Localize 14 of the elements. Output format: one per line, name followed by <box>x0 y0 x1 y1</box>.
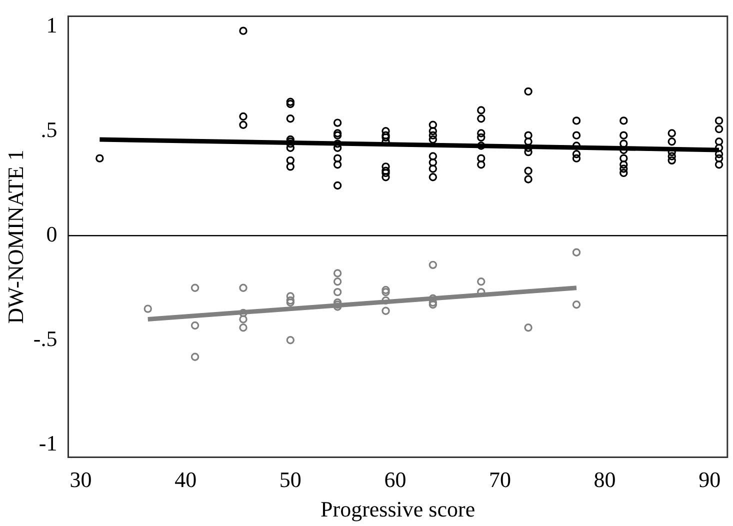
y-tick-label: 1 <box>46 12 58 38</box>
x-tick-label: 70 <box>488 467 511 492</box>
x-tick-label: 40 <box>174 467 197 492</box>
y-axis-title: DW-NOMINATE 1 <box>2 150 28 324</box>
x-tick-label: 30 <box>70 467 92 492</box>
y-tick-label: -.5 <box>33 326 58 351</box>
x-tick-label: 60 <box>384 467 406 492</box>
y-tick-label: -1 <box>38 430 58 456</box>
y-tick-label: 0 <box>46 221 58 246</box>
x-tick-label: 90 <box>698 467 721 492</box>
x-axis-title: Progressive score <box>320 496 476 522</box>
y-tick-label: .5 <box>40 116 58 142</box>
x-tick-label: 80 <box>594 467 616 492</box>
x-tick-label: 50 <box>279 467 302 492</box>
